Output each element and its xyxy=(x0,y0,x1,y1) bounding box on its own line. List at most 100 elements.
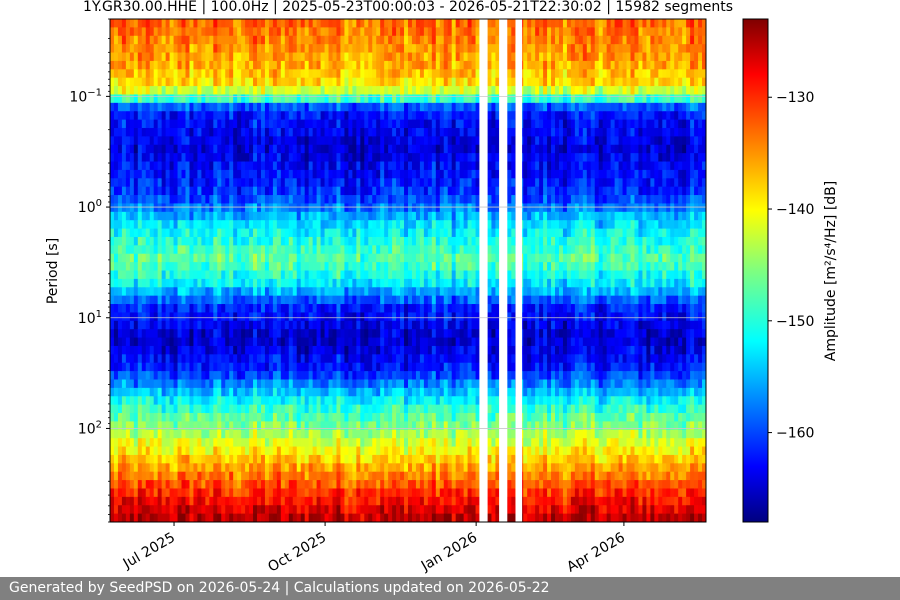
heatmap-cell xyxy=(344,387,349,397)
heatmap-cell xyxy=(264,161,270,171)
heatmap-cell xyxy=(304,362,310,372)
heatmap-cell xyxy=(316,446,322,456)
heatmap-cell xyxy=(324,421,330,431)
heatmap-cell xyxy=(400,278,405,288)
heatmap-cell xyxy=(169,463,175,473)
heatmap-cell xyxy=(177,429,183,439)
heatmap-cell xyxy=(110,127,115,137)
heatmap-cell xyxy=(137,488,143,498)
heatmap-cell xyxy=(264,127,270,137)
heatmap-cell xyxy=(423,178,429,188)
heatmap-cell xyxy=(121,513,127,522)
heatmap-cell xyxy=(161,354,167,364)
heatmap-cell xyxy=(173,203,179,213)
heatmap-cell xyxy=(161,270,167,280)
heatmap-cell xyxy=(221,220,226,230)
heatmap-cell xyxy=(161,27,167,37)
heatmap-cell xyxy=(197,287,202,297)
heatmap-cell xyxy=(380,379,385,389)
heatmap-cell xyxy=(260,228,266,238)
heatmap-cell xyxy=(177,463,183,473)
heatmap-cell xyxy=(328,19,334,28)
heatmap-cell xyxy=(324,211,330,221)
heatmap-cell xyxy=(181,102,187,112)
heatmap-cell xyxy=(129,161,135,171)
heatmap-cell xyxy=(264,27,270,37)
heatmap-cell xyxy=(181,379,187,389)
heatmap-cell xyxy=(217,387,222,397)
heatmap-cell xyxy=(221,102,226,112)
heatmap-cell xyxy=(404,354,409,364)
heatmap-cell xyxy=(110,236,115,246)
heatmap-cell xyxy=(308,379,314,389)
heatmap-cell xyxy=(336,278,342,288)
heatmap-cell xyxy=(396,136,401,146)
heatmap-cell xyxy=(205,195,210,205)
heatmap-cell xyxy=(249,27,254,37)
heatmap-cell xyxy=(145,228,151,238)
heatmap-cell xyxy=(189,471,195,481)
heatmap-cell xyxy=(173,387,179,397)
heatmap-cell xyxy=(384,345,389,355)
heatmap-cell xyxy=(320,102,326,112)
heatmap-cell xyxy=(268,362,274,372)
heatmap-cell xyxy=(141,195,147,205)
heatmap-cell xyxy=(257,362,262,372)
heatmap-cell xyxy=(368,413,373,422)
heatmap-cell xyxy=(213,379,218,389)
heatmap-cell xyxy=(312,278,318,288)
heatmap-cell xyxy=(209,27,214,37)
heatmap-cell xyxy=(185,421,191,431)
heatmap-cell xyxy=(431,513,437,522)
heatmap-cell xyxy=(384,379,389,389)
heatmap-cell xyxy=(189,195,195,205)
heatmap-cell xyxy=(300,404,306,414)
heatmap-cell xyxy=(213,94,218,104)
heatmap-cell xyxy=(268,86,274,96)
heatmap-cell xyxy=(221,69,226,79)
heatmap-cell xyxy=(408,345,413,355)
heatmap-cell xyxy=(161,396,167,406)
heatmap-cell xyxy=(384,19,389,28)
heatmap-cell xyxy=(264,136,270,146)
heatmap-cell xyxy=(121,379,127,389)
heatmap-cell xyxy=(415,362,421,372)
heatmap-cell xyxy=(181,304,187,314)
heatmap-cell xyxy=(189,236,195,246)
heatmap-cell xyxy=(225,287,230,297)
heatmap-cell xyxy=(157,35,163,45)
heatmap-cell xyxy=(300,228,306,238)
heatmap-cell xyxy=(141,77,147,87)
heatmap-cell xyxy=(435,505,441,515)
heatmap-cell xyxy=(257,345,262,355)
heatmap-cell xyxy=(161,127,167,137)
heatmap-cell xyxy=(185,245,191,255)
heatmap-cell xyxy=(253,136,258,146)
heatmap-cell xyxy=(133,27,139,37)
heatmap-cell xyxy=(233,421,238,431)
heatmap-cell xyxy=(205,245,210,255)
heatmap-cell xyxy=(408,236,413,246)
heatmap-cell xyxy=(268,27,274,37)
heatmap-cell xyxy=(408,111,413,121)
heatmap-cell xyxy=(292,320,298,330)
heatmap-cell xyxy=(110,329,115,339)
heatmap-cell xyxy=(253,304,258,314)
heatmap-cell xyxy=(181,345,187,355)
heatmap-cell xyxy=(133,471,139,481)
heatmap-cell xyxy=(157,178,163,188)
heatmap-cell xyxy=(157,480,163,490)
heatmap-cell xyxy=(348,119,353,129)
heatmap-cell xyxy=(304,404,310,414)
heatmap-cell xyxy=(221,287,226,297)
heatmap-cell xyxy=(388,178,393,188)
heatmap-cell xyxy=(205,387,210,397)
heatmap-cell xyxy=(153,27,159,37)
heatmap-cell xyxy=(117,471,123,481)
heatmap-cell xyxy=(173,421,179,431)
heatmap-cell xyxy=(352,354,357,364)
heatmap-cell xyxy=(117,253,123,263)
heatmap-cell xyxy=(292,270,298,280)
heatmap-cell xyxy=(376,379,381,389)
heatmap-cell xyxy=(193,119,199,129)
